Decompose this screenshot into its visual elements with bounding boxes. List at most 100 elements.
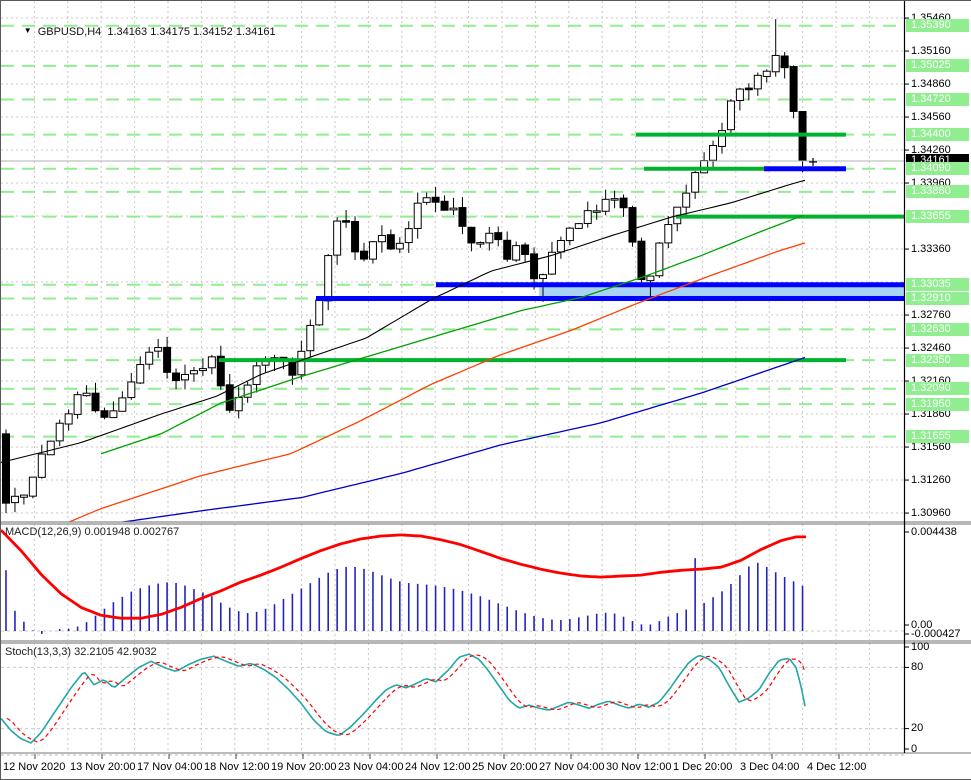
candle-body	[118, 397, 127, 412]
candle-body	[351, 221, 360, 253]
candle-body	[91, 392, 100, 412]
time-label: 19 Nov 20:00	[271, 761, 337, 773]
candle-body	[377, 234, 386, 243]
candle-body	[709, 144, 718, 161]
candle-body	[154, 347, 163, 352]
stoch-axis-label: 0	[911, 742, 918, 755]
price-badge-green: 1.34720	[906, 92, 969, 106]
price-badge-green: 1.34400	[906, 128, 969, 142]
candle-body	[753, 74, 762, 90]
candle-body	[297, 350, 306, 376]
candle-body	[145, 351, 154, 365]
price-badge-green: 1.32090	[906, 382, 969, 396]
candle-body	[592, 210, 601, 213]
price-tick-label: 1.33360	[911, 242, 951, 255]
candle-body	[735, 88, 744, 101]
candle-body	[333, 220, 342, 256]
ma-line-black	[1, 179, 806, 463]
candle-body	[664, 224, 673, 244]
candle-body	[485, 232, 494, 244]
time-label: 13 Nov 20:00	[70, 761, 136, 773]
macd-signal-line	[1, 529, 806, 620]
candle-body	[342, 220, 351, 223]
price-tick-label: 1.35160	[911, 44, 951, 57]
candle-body	[136, 364, 145, 384]
candle-body	[547, 251, 556, 275]
price-badge-green: 1.32350	[906, 353, 969, 367]
macd-axis-label: -0.000427	[911, 627, 961, 640]
price-tick-label: 1.34560	[911, 110, 951, 123]
candle-body	[163, 346, 172, 373]
candle-body	[413, 202, 422, 229]
price-tick-label: 1.34260	[911, 143, 951, 156]
candle-body	[700, 160, 709, 174]
candle-body	[655, 242, 664, 277]
candle-body	[189, 370, 198, 375]
candle-body	[172, 372, 181, 382]
price-badge-green: 1.32910	[906, 292, 969, 306]
price-tick-label: 1.31260	[911, 473, 951, 486]
candle-body	[234, 397, 243, 412]
candle-body	[368, 241, 377, 260]
candle-body	[386, 234, 395, 250]
price-tick-label: 1.31560	[911, 440, 951, 453]
candle-body	[619, 197, 628, 209]
macd-axis-label: 0.00	[911, 618, 933, 631]
price-tick-label: 1.34860	[911, 77, 951, 90]
candle-body	[404, 228, 413, 244]
candle-body	[610, 198, 619, 201]
candle-body	[324, 255, 333, 302]
candle-body	[789, 66, 798, 112]
price-badge-green: 1.32630	[906, 322, 969, 336]
time-label: 4 Dec 12:00	[807, 761, 867, 773]
price-badge-green: 1.33655	[906, 210, 969, 224]
macd-hist-group	[5, 558, 804, 634]
candle-body	[243, 384, 252, 398]
candle-body	[64, 413, 73, 425]
candle-body	[10, 495, 19, 504]
stoch-axis-label: 100	[911, 640, 930, 653]
time-label: 24 Nov 12:00	[405, 761, 471, 773]
candle-body	[458, 207, 467, 227]
symbol-menu-icon[interactable]: ▼	[23, 26, 32, 35]
price-tick-label: 1.32460	[911, 341, 951, 354]
ma-line-green	[100, 214, 804, 455]
candle-body	[494, 232, 503, 241]
candle-body	[628, 207, 637, 243]
candle-body	[82, 392, 91, 397]
ma-group	[1, 179, 806, 522]
time-label: 25 Nov 20:00	[472, 761, 538, 773]
candle-body	[306, 324, 315, 352]
candle-body	[46, 440, 55, 456]
stoch-axis-label: 20	[911, 722, 924, 735]
stoch-indicator-label: Stoch(13,3,3) 32.2105 42.9032	[5, 646, 157, 658]
candle-body	[601, 198, 610, 212]
stoch-axis-label: 80	[911, 660, 924, 673]
price-tick-label: 1.32760	[911, 308, 951, 321]
time-label: 27 Nov 04:00	[539, 761, 605, 773]
chart-title-bar: ▼ GBPUSD,H4 1.34163 1.34175 1.34152 1.341…	[6, 4, 276, 38]
candle-body	[780, 55, 789, 69]
candle-body	[467, 226, 476, 244]
macd-axis-label: 0.004438	[911, 525, 957, 538]
candle-body	[512, 245, 521, 261]
candle-body	[360, 250, 368, 260]
candle-body	[565, 227, 574, 242]
time-label: 3 Dec 04:00	[740, 761, 800, 773]
price-badge-green: 1.35390	[906, 19, 969, 33]
time-label: 17 Nov 04:00	[137, 761, 203, 773]
candle-body	[37, 453, 46, 478]
time-label: 12 Nov 2020	[3, 761, 66, 773]
candle-body	[422, 197, 431, 203]
candle-body	[556, 239, 565, 253]
candle-body	[762, 70, 771, 77]
ma-line-orange	[67, 242, 806, 522]
candle-body	[771, 54, 780, 73]
price-badge-green: 1.31655	[906, 430, 969, 444]
candle-body	[583, 210, 592, 225]
price-badge-green: 1.33880	[906, 185, 969, 199]
price-tick-label: 1.30960	[911, 506, 951, 519]
candle-body	[646, 275, 655, 282]
